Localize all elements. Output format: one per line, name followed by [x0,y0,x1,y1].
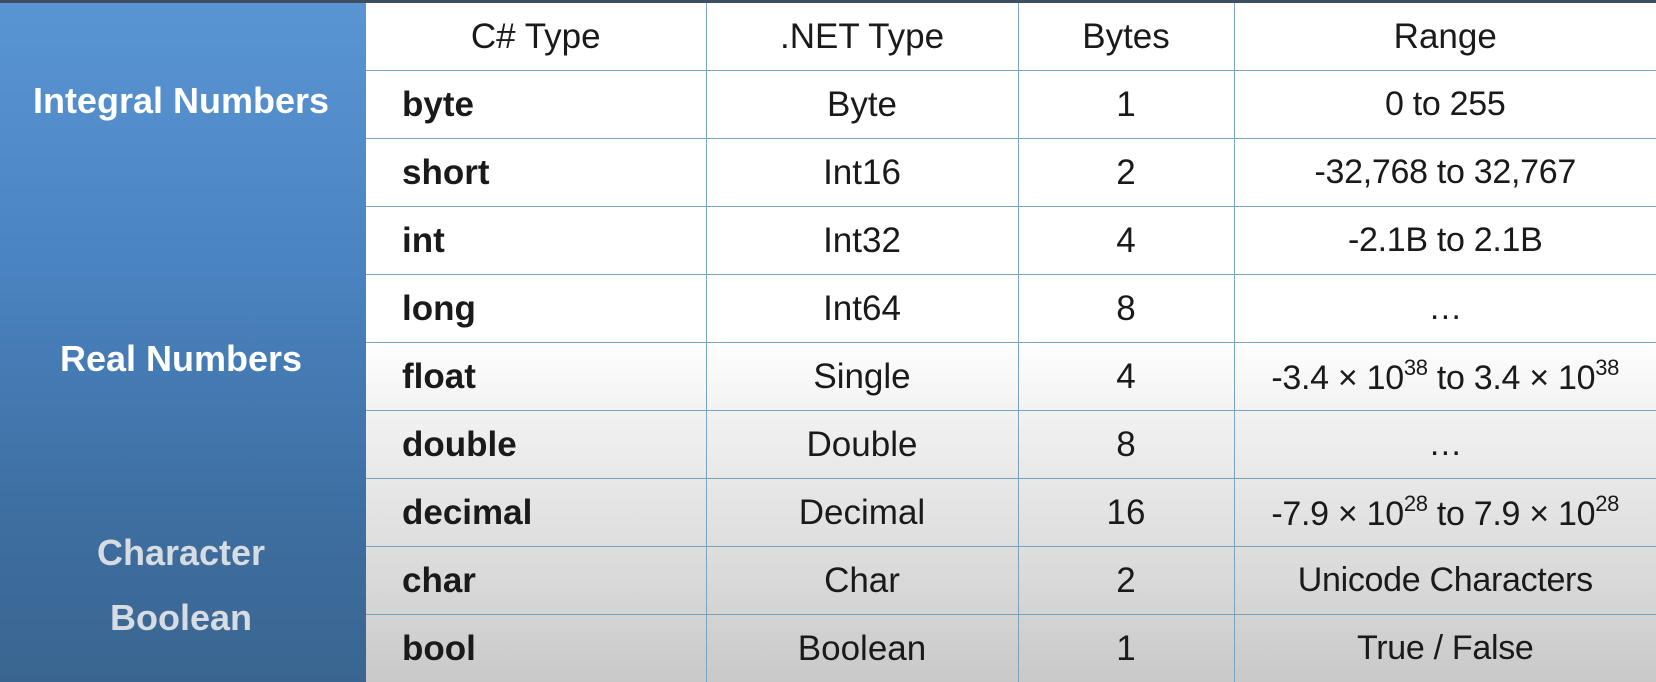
cell-range: -32,768 to 32,767 [1233,138,1656,207]
header-csharp-type: C# Type [366,3,707,71]
table-row: int Int32 4 -2.1B to 2.1B [366,206,1656,275]
cell-range: Unicode Characters [1233,546,1656,615]
cell-bytes: 16 [1017,478,1235,547]
cell-dotnet-type: Char [705,546,1019,615]
cell-dotnet-type: Double [705,410,1019,479]
cell-bytes: 4 [1017,342,1235,411]
cell-csharp-type: double [366,410,707,479]
cell-csharp-type: short [366,138,707,207]
cell-range: True / False [1233,614,1656,682]
top-strip [0,0,1656,3]
cell-bytes: 4 [1017,206,1235,275]
cell-csharp-type: int [366,206,707,275]
range-high-exponent: 38 [1595,355,1620,380]
cell-dotnet-type: Decimal [705,478,1019,547]
cell-range: -7.9 × 1028 to 7.9 × 1028 [1233,478,1656,547]
cell-range: 0 to 255 [1233,70,1656,139]
types-table: C# Type .NET Type Bytes Range byte Byte … [366,3,1656,682]
range-separator: to [1427,359,1474,397]
cell-bytes: 8 [1017,274,1235,343]
range-separator: to [1427,495,1474,533]
cell-dotnet-type: Byte [705,70,1019,139]
header-range: Range [1233,3,1656,71]
cell-dotnet-type: Single [705,342,1019,411]
range-low-mantissa: -3.4 × 10 [1271,359,1404,397]
cell-dotnet-type: Boolean [705,614,1019,682]
cell-bytes: 1 [1017,70,1235,139]
table-header-row: C# Type .NET Type Bytes Range [366,3,1656,71]
range-high-mantissa: 3.4 × 10 [1473,359,1596,397]
table-row: char Char 2 Unicode Characters [366,546,1656,615]
category-integral-numbers: Integral Numbers [32,80,330,121]
range-low-mantissa: -7.9 × 10 [1271,495,1404,533]
cell-range: -2.1B to 2.1B [1233,206,1656,275]
cell-bytes: 1 [1017,614,1235,682]
cell-csharp-type: char [366,546,707,615]
category-real-numbers: Real Numbers [59,338,303,379]
cell-csharp-type: byte [366,70,707,139]
table-row: double Double 8 … [366,410,1656,479]
table-row: decimal Decimal 16 -7.9 × 1028 to 7.9 × … [366,478,1656,547]
table-row: short Int16 2 -32,768 to 32,767 [366,138,1656,207]
header-dotnet-type: .NET Type [705,3,1019,71]
cell-range: … [1233,410,1656,479]
cell-bytes: 2 [1017,546,1235,615]
header-bytes: Bytes [1017,3,1235,71]
range-low-exponent: 38 [1403,355,1428,380]
table-row: byte Byte 1 0 to 255 [366,70,1656,139]
types-table-area: C# Type .NET Type Bytes Range byte Byte … [366,3,1656,682]
cell-dotnet-type: Int64 [705,274,1019,343]
table-row: float Single 4 -3.4 × 1038 to 3.4 × 1038 [366,342,1656,411]
cell-range: -3.4 × 1038 to 3.4 × 1038 [1233,342,1656,411]
cell-csharp-type: bool [366,614,707,682]
category-boolean: Boolean [109,597,252,638]
category-column: Integral Numbers Real Numbers Character … [0,3,366,682]
category-character: Character [96,532,266,573]
cell-bytes: 8 [1017,410,1235,479]
range-low-exponent: 28 [1403,491,1428,516]
range-high-exponent: 28 [1595,491,1620,516]
range-high-mantissa: 7.9 × 10 [1473,495,1596,533]
cell-range: … [1233,274,1656,343]
cell-csharp-type: long [366,274,707,343]
table-row: bool Boolean 1 True / False [366,614,1656,682]
table-row: long Int64 8 … [366,274,1656,343]
cell-dotnet-type: Int16 [705,138,1019,207]
cell-csharp-type: float [366,342,707,411]
cell-bytes: 2 [1017,138,1235,207]
cell-dotnet-type: Int32 [705,206,1019,275]
cell-csharp-type: decimal [366,478,707,547]
